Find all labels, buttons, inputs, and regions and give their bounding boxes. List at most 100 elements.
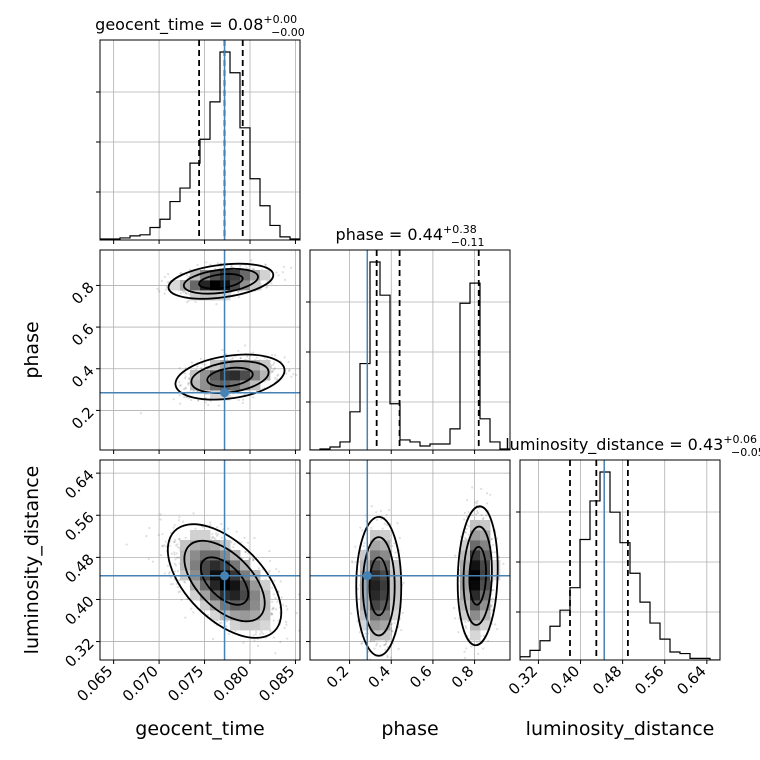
sample-point <box>196 365 199 368</box>
sample-point <box>160 279 164 282</box>
sample-point <box>375 642 379 645</box>
sample-point <box>204 393 207 396</box>
sample-point <box>187 382 190 385</box>
density-cell <box>230 360 241 371</box>
sample-point <box>465 515 469 518</box>
sample-point <box>453 606 456 610</box>
sample-point <box>276 378 279 381</box>
x-tick-label: 0.065 <box>73 662 116 705</box>
sample-point <box>239 356 243 360</box>
sample-point <box>187 383 190 386</box>
sample-point <box>215 303 218 306</box>
title-minus: −0.11 <box>451 236 485 249</box>
sample-point <box>237 296 241 299</box>
y-tick-label: 0.48 <box>61 550 97 586</box>
panel-geocent_time-geocent_time: geocent_time = 0.08+0.00 −0.00 <box>95 13 305 244</box>
sample-point <box>139 412 143 415</box>
truth-marker <box>220 571 230 581</box>
sample-point <box>245 266 248 269</box>
sample-point <box>161 532 164 536</box>
sample-point <box>491 543 495 546</box>
sample-point <box>354 545 357 548</box>
density-cell <box>200 560 211 571</box>
x-tick-label: 0.56 <box>631 662 667 698</box>
sample-point <box>254 633 257 636</box>
sample-point <box>184 290 187 293</box>
density-cell <box>490 560 501 571</box>
density-cell <box>230 580 241 591</box>
sample-point <box>236 290 240 294</box>
y-axis-label-phase: phase <box>21 321 43 378</box>
contour-line <box>182 267 259 295</box>
sample-point <box>257 567 261 570</box>
sample-point <box>232 545 235 549</box>
sample-point <box>199 357 202 360</box>
sample-point <box>207 403 210 406</box>
density-cell <box>190 290 201 301</box>
sample-point <box>216 526 219 529</box>
sample-point <box>375 644 378 647</box>
sample-point <box>464 620 467 624</box>
sample-point <box>204 401 207 404</box>
sample-point <box>475 513 478 516</box>
sample-point <box>166 564 169 568</box>
sample-point <box>234 630 237 633</box>
density-cell <box>390 600 401 611</box>
sample-point <box>268 569 271 572</box>
sample-point <box>272 619 275 622</box>
sample-point <box>263 356 266 360</box>
sample-point <box>490 537 493 540</box>
sample-point <box>197 399 200 402</box>
density-cell <box>480 540 491 551</box>
sample-point <box>389 626 393 629</box>
density-cell <box>200 590 211 601</box>
sample-point <box>402 581 405 584</box>
sample-point <box>169 576 172 579</box>
histogram-phase <box>310 261 510 450</box>
density-cell <box>480 600 491 611</box>
density-cell <box>460 610 471 621</box>
sample-point <box>253 537 256 540</box>
sample-point <box>390 630 393 633</box>
title-label: phase = 0.44 <box>336 225 443 244</box>
sample-point <box>270 371 273 374</box>
contour-line <box>200 556 250 606</box>
density-cell <box>370 580 381 591</box>
sample-point <box>396 522 399 525</box>
sample-point <box>292 373 295 376</box>
density-cell <box>190 590 201 601</box>
sample-point <box>480 513 483 517</box>
sample-point <box>248 264 251 268</box>
density-cell <box>370 540 381 551</box>
sample-point <box>225 353 228 356</box>
sample-point <box>243 536 246 539</box>
sample-point <box>179 402 182 405</box>
y-tick-label: 0.4 <box>68 362 98 392</box>
sample-point <box>463 650 466 653</box>
sample-point <box>227 633 231 636</box>
sample-point <box>244 550 247 554</box>
x-tick-label: 0.32 <box>505 662 541 698</box>
density-cell <box>380 630 391 641</box>
x-tick-label: 0.070 <box>119 662 162 705</box>
sample-point <box>177 556 181 559</box>
y-tick-label: 0.56 <box>61 508 97 544</box>
sample-point <box>231 357 235 360</box>
density-cell <box>460 560 471 571</box>
sample-point <box>164 288 167 291</box>
sample-point <box>366 664 368 666</box>
sample-point <box>178 394 181 397</box>
sample-point <box>187 299 190 302</box>
density-cell <box>470 590 481 601</box>
density-cell <box>200 530 211 541</box>
sample-point <box>465 527 468 530</box>
sample-point <box>211 536 214 539</box>
sample-point <box>470 645 473 648</box>
sample-point <box>179 384 182 387</box>
density-cell <box>370 620 381 631</box>
sample-point <box>177 519 180 522</box>
density-cell <box>260 590 271 601</box>
sample-point <box>281 271 284 274</box>
sample-point <box>286 637 289 640</box>
sample-point <box>288 369 291 373</box>
